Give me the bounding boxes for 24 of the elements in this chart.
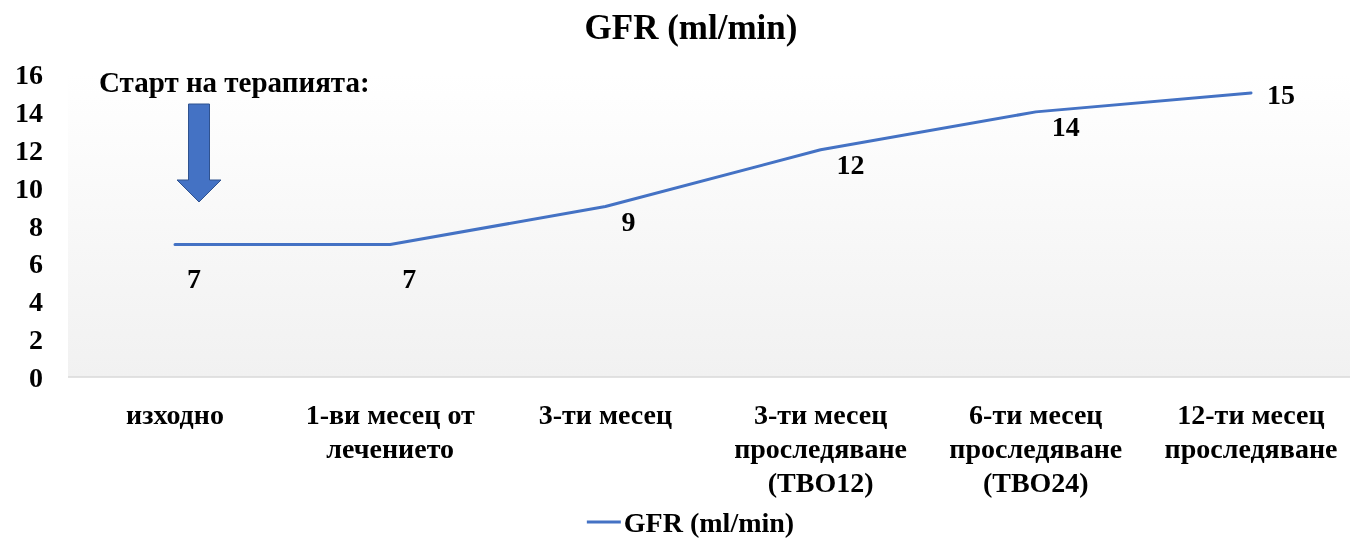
x-tick-label: 12-ти месец проследяване: [1164, 398, 1338, 464]
x-tick-label: 3-ти месец проследяване (TBO12): [734, 398, 908, 498]
y-tick-label: 16: [15, 58, 43, 90]
y-tick-label: 6: [29, 247, 43, 279]
x-tick-label: изходно: [126, 398, 224, 430]
data-label: 7: [187, 262, 201, 294]
x-tick-label: 3-ти месец: [538, 398, 673, 430]
y-tick-label: 4: [29, 285, 43, 317]
data-label: 14: [1051, 111, 1080, 143]
y-tick-label: 8: [29, 210, 43, 241]
data-label: 7: [402, 262, 417, 294]
data-label: 12: [836, 149, 865, 181]
annotation: Старт на терапията:: [99, 66, 370, 98]
data-label: 9: [621, 206, 636, 238]
y-tick-label: 0: [29, 361, 43, 393]
x-tick-label: 6-ти месец проследяване (TBO24): [949, 398, 1123, 498]
x-tick-label: 1-ви месец от лечението: [305, 398, 476, 464]
y-tick-label: 14: [15, 96, 43, 128]
chart-title: GFR (ml/min): [584, 7, 798, 47]
y-tick-label: 2: [29, 323, 43, 355]
data-label: 15: [1267, 79, 1295, 111]
legend-label: GFR (ml/min): [623, 506, 795, 538]
y-tick-label: 10: [15, 172, 43, 204]
y-tick-label: 12: [15, 134, 43, 166]
